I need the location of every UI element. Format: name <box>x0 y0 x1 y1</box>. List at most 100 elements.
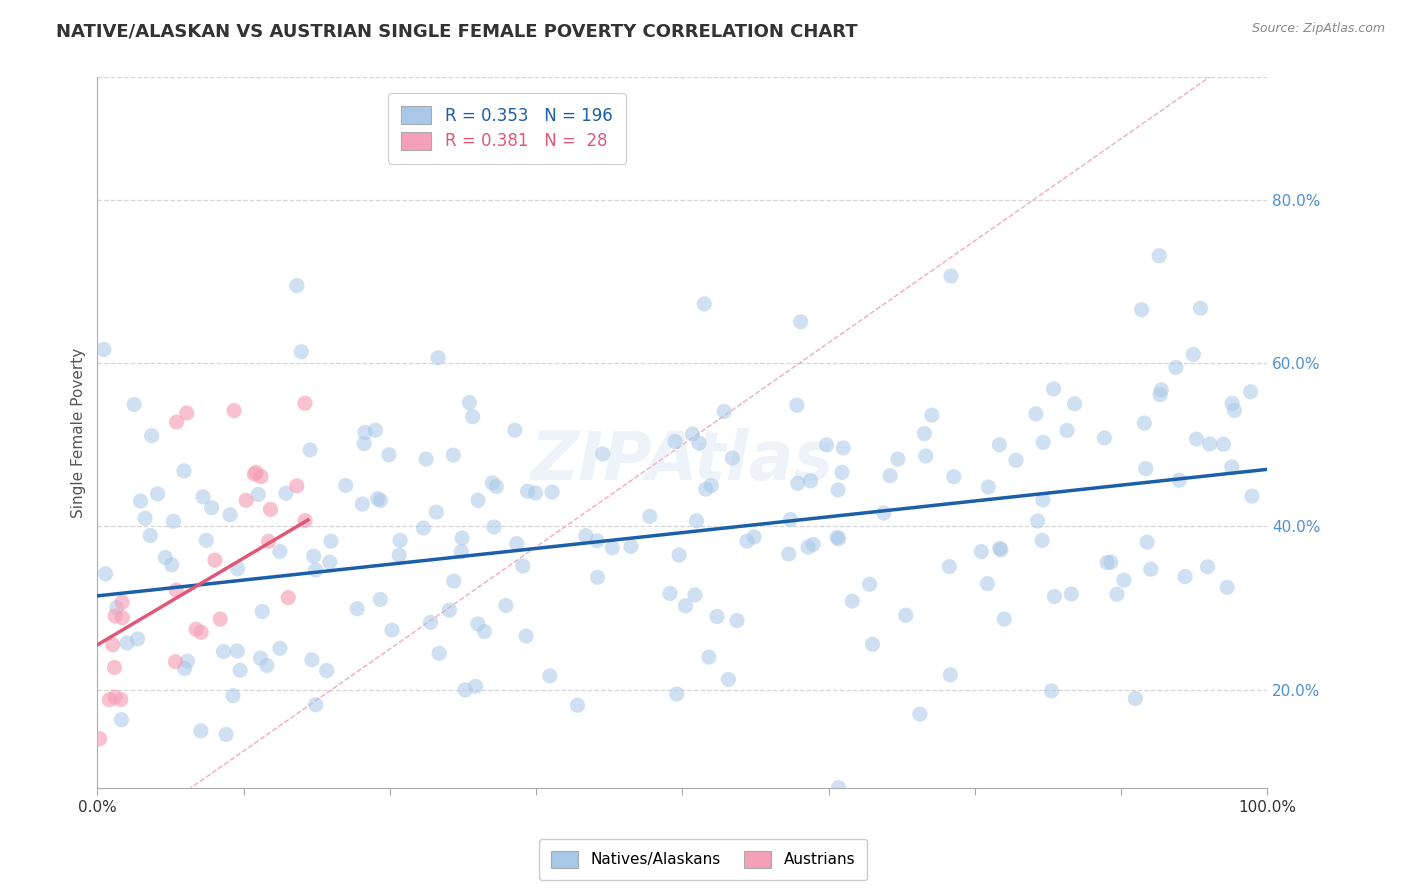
Point <box>970 544 993 558</box>
Point <box>1112 573 1135 587</box>
Point <box>415 452 437 467</box>
Point <box>921 408 943 422</box>
Point <box>304 698 326 712</box>
Point <box>427 351 450 365</box>
Point <box>681 427 703 442</box>
Point <box>786 476 808 491</box>
Point <box>389 533 412 548</box>
Point <box>111 595 134 609</box>
Point <box>352 497 374 511</box>
Point <box>1216 580 1239 594</box>
Point <box>1042 382 1064 396</box>
Point <box>1212 437 1234 451</box>
Point <box>862 637 884 651</box>
Point <box>873 506 896 520</box>
Point <box>717 673 740 687</box>
Point <box>370 493 392 508</box>
Point <box>1189 301 1212 316</box>
Point <box>939 268 962 283</box>
Point <box>173 661 195 675</box>
Point <box>98 693 121 707</box>
Point <box>364 423 387 437</box>
Point <box>1031 533 1053 548</box>
Point <box>586 570 609 584</box>
Point <box>1135 461 1157 475</box>
Point <box>575 529 598 543</box>
Point <box>495 599 517 613</box>
Point <box>354 425 377 440</box>
Text: ZIPAtlas: ZIPAtlas <box>531 428 834 494</box>
Point <box>1182 347 1205 361</box>
Point <box>825 530 848 544</box>
Point <box>103 660 125 674</box>
Text: NATIVE/ALASKAN VS AUSTRIAN SINGLE FEMALE POVERTY CORRELATION CHART: NATIVE/ALASKAN VS AUSTRIAN SINGLE FEMALE… <box>56 22 858 40</box>
Point <box>1164 360 1187 375</box>
Point <box>1099 555 1122 569</box>
Point <box>1240 489 1263 503</box>
Point <box>122 398 145 412</box>
Point <box>993 612 1015 626</box>
Point <box>675 599 697 613</box>
Point <box>713 404 735 418</box>
Point <box>1220 460 1243 475</box>
Point <box>688 436 710 450</box>
Point <box>1025 407 1047 421</box>
Point <box>290 344 312 359</box>
Point <box>94 566 117 581</box>
Point <box>638 509 661 524</box>
Point <box>841 594 863 608</box>
Point <box>105 600 128 615</box>
Point <box>346 601 368 615</box>
Point <box>683 588 706 602</box>
Point <box>1140 562 1163 576</box>
Point <box>378 448 401 462</box>
Point <box>742 530 765 544</box>
Point <box>912 426 935 441</box>
Point <box>173 464 195 478</box>
Point <box>127 632 149 646</box>
Point <box>1197 559 1219 574</box>
Point <box>274 486 297 500</box>
Point <box>735 534 758 549</box>
Legend: Natives/Alaskans, Austrians: Natives/Alaskans, Austrians <box>538 838 868 880</box>
Point <box>938 559 960 574</box>
Point <box>204 553 226 567</box>
Point <box>115 636 138 650</box>
Point <box>801 537 824 551</box>
Point <box>302 549 325 564</box>
Point <box>685 514 707 528</box>
Point <box>229 663 252 677</box>
Point <box>215 727 238 741</box>
Point <box>832 441 855 455</box>
Text: Source: ZipAtlas.com: Source: ZipAtlas.com <box>1251 22 1385 36</box>
Point <box>141 428 163 442</box>
Point <box>467 493 489 508</box>
Point <box>212 644 235 658</box>
Point <box>285 479 308 493</box>
Point <box>485 479 508 493</box>
Point <box>219 508 242 522</box>
Point <box>315 664 337 678</box>
Point <box>412 521 434 535</box>
Point <box>1220 396 1243 410</box>
Point <box>89 731 111 746</box>
Point <box>858 577 880 591</box>
Point <box>146 487 169 501</box>
Point <box>250 469 273 483</box>
Point <box>319 534 342 549</box>
Point <box>894 608 917 623</box>
Point <box>252 605 274 619</box>
Point <box>368 592 391 607</box>
Point <box>1136 535 1159 549</box>
Point <box>458 395 481 409</box>
Point <box>256 658 278 673</box>
Point <box>1198 437 1220 451</box>
Point <box>155 550 177 565</box>
Point <box>988 438 1011 452</box>
Point <box>516 484 538 499</box>
Y-axis label: Single Female Poverty: Single Female Poverty <box>72 348 86 517</box>
Point <box>419 615 441 630</box>
Point <box>443 574 465 588</box>
Point <box>304 563 326 577</box>
Point <box>259 502 281 516</box>
